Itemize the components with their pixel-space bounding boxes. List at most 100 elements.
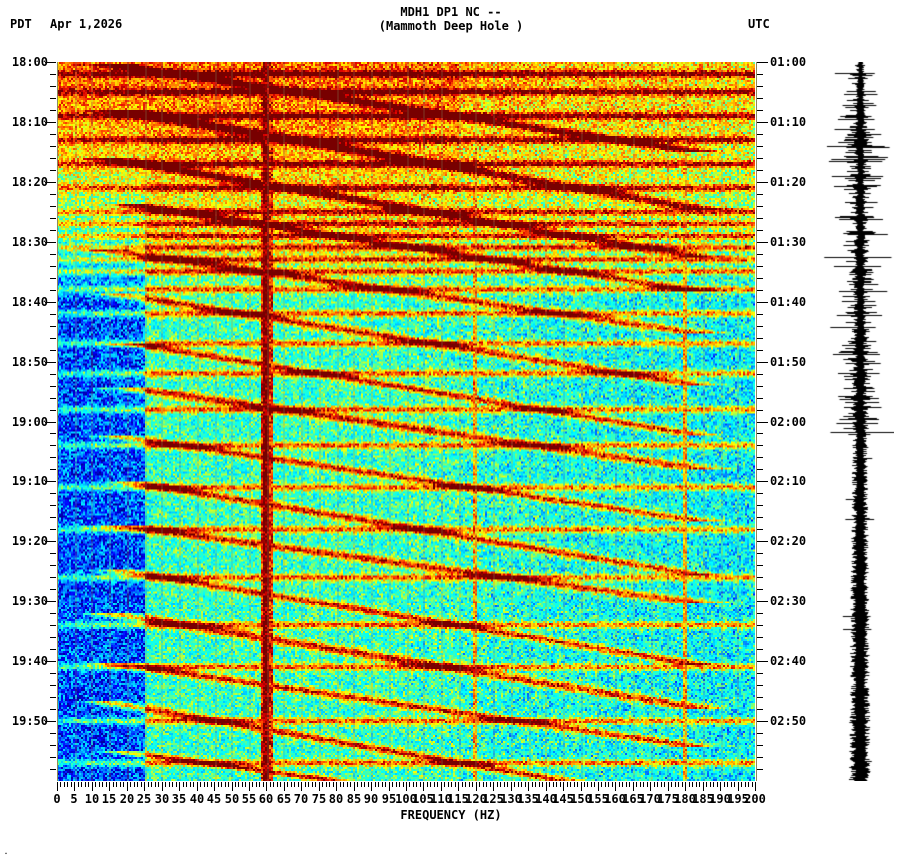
- x-tick-minor-198: [748, 782, 749, 787]
- y-tick-minor-right: [757, 398, 763, 399]
- x-tick-minor-191: [724, 782, 725, 787]
- y-tick-minor-right: [757, 433, 763, 434]
- y-label-left-1: 18:10: [11, 115, 48, 129]
- y-tick-minor-right: [757, 410, 763, 411]
- x-tick-minor-39: [193, 782, 194, 787]
- y-label-left-10: 19:40: [11, 654, 48, 668]
- x-label-35: 35: [171, 792, 187, 806]
- y-tick-minor-right: [757, 266, 763, 267]
- y-tick-minor-right: [757, 469, 763, 470]
- x-tick-minor-148: [574, 782, 575, 787]
- x-tick-minor-91: [375, 782, 376, 787]
- x-tick-major-120: [476, 782, 477, 791]
- timezone-label-left: PDT: [10, 17, 32, 31]
- y-label-left-9: 19:30: [11, 594, 48, 608]
- y-tick-minor-left: [50, 757, 56, 758]
- y-tick-minor-left: [50, 637, 56, 638]
- x-tick-minor-99: [403, 782, 404, 787]
- x-tick-major-145: [563, 782, 564, 791]
- x-tick-minor-8: [85, 782, 86, 787]
- y-tick-major-left: [45, 481, 56, 482]
- y-label-right-3: 01:30: [770, 235, 807, 249]
- y-tick-minor-left: [50, 146, 56, 147]
- x-tick-minor-124: [490, 782, 491, 787]
- x-tick-minor-77: [326, 782, 327, 787]
- y-tick-minor-right: [757, 613, 763, 614]
- x-tick-minor-13: [102, 782, 103, 787]
- x-label-195: 195: [727, 792, 749, 806]
- x-tick-minor-96: [392, 782, 393, 787]
- x-tick-minor-117: [465, 782, 466, 787]
- y-tick-minor-left: [50, 493, 56, 494]
- y-label-left-3: 18:30: [11, 235, 48, 249]
- x-label-155: 155: [587, 792, 609, 806]
- x-tick-minor-143: [556, 782, 557, 787]
- x-label-25: 25: [136, 792, 152, 806]
- x-tick-major-100: [406, 782, 407, 791]
- x-tick-minor-88: [364, 782, 365, 787]
- y-label-left-4: 18:40: [11, 295, 48, 309]
- y-tick-minor-right: [757, 110, 763, 111]
- x-tick-minor-26: [148, 782, 149, 787]
- y-tick-minor-right: [757, 314, 763, 315]
- x-label-80: 80: [328, 792, 344, 806]
- x-tick-minor-1: [60, 782, 61, 787]
- y-tick-major-right: [757, 242, 768, 243]
- x-tick-minor-129: [507, 782, 508, 787]
- y-tick-minor-left: [50, 733, 56, 734]
- x-tick-minor-192: [727, 782, 728, 787]
- x-label-115: 115: [447, 792, 469, 806]
- y-tick-minor-left: [50, 326, 56, 327]
- seismogram-trace-panel[interactable]: [818, 62, 894, 781]
- x-label-85: 85: [346, 792, 362, 806]
- x-tick-major-80: [336, 782, 337, 791]
- spectrogram-plot[interactable]: [57, 62, 755, 781]
- y-label-left-2: 18:20: [11, 175, 48, 189]
- x-tick-major-150: [581, 782, 582, 791]
- x-tick-major-40: [197, 782, 198, 791]
- x-tick-minor-59: [263, 782, 264, 787]
- y-tick-minor-left: [50, 98, 56, 99]
- y-tick-major-left: [45, 362, 56, 363]
- x-tick-major-20: [127, 782, 128, 791]
- x-tick-minor-197: [745, 782, 746, 787]
- x-tick-minor-4: [71, 782, 72, 787]
- timezone-label-right: UTC: [748, 17, 770, 31]
- y-tick-major-right: [757, 541, 768, 542]
- x-tick-minor-47: [221, 782, 222, 787]
- x-label-55: 55: [241, 792, 257, 806]
- x-label-10: 10: [84, 792, 100, 806]
- y-label-right-1: 01:10: [770, 115, 807, 129]
- x-tick-major-200: [755, 782, 756, 791]
- x-tick-minor-43: [207, 782, 208, 787]
- x-tick-major-195: [738, 782, 739, 791]
- y-tick-minor-right: [757, 673, 763, 674]
- x-tick-minor-131: [514, 782, 515, 787]
- y-tick-minor-right: [757, 637, 763, 638]
- y-tick-minor-right: [757, 134, 763, 135]
- x-label-90: 90: [363, 792, 379, 806]
- x-tick-minor-118: [469, 782, 470, 787]
- x-tick-minor-162: [622, 782, 623, 787]
- x-tick-major-110: [441, 782, 442, 791]
- y-tick-minor-left: [50, 673, 56, 674]
- y-tick-minor-left: [50, 697, 56, 698]
- x-tick-major-50: [232, 782, 233, 791]
- x-tick-minor-21: [130, 782, 131, 787]
- x-label-45: 45: [206, 792, 222, 806]
- x-tick-minor-53: [242, 782, 243, 787]
- x-tick-major-180: [685, 782, 686, 791]
- y-tick-minor-right: [757, 517, 763, 518]
- y-label-left-11: 19:50: [11, 714, 48, 728]
- x-tick-major-115: [458, 782, 459, 791]
- x-label-130: 130: [500, 792, 522, 806]
- y-tick-minor-left: [50, 649, 56, 650]
- y-tick-minor-left: [50, 553, 56, 554]
- x-tick-minor-97: [396, 782, 397, 787]
- x-tick-minor-199: [752, 782, 753, 787]
- x-label-60: 60: [258, 792, 274, 806]
- y-tick-minor-left: [50, 433, 56, 434]
- x-tick-minor-166: [636, 782, 637, 787]
- date-label: Apr 1,2026: [50, 17, 123, 31]
- y-label-left-6: 19:00: [11, 415, 48, 429]
